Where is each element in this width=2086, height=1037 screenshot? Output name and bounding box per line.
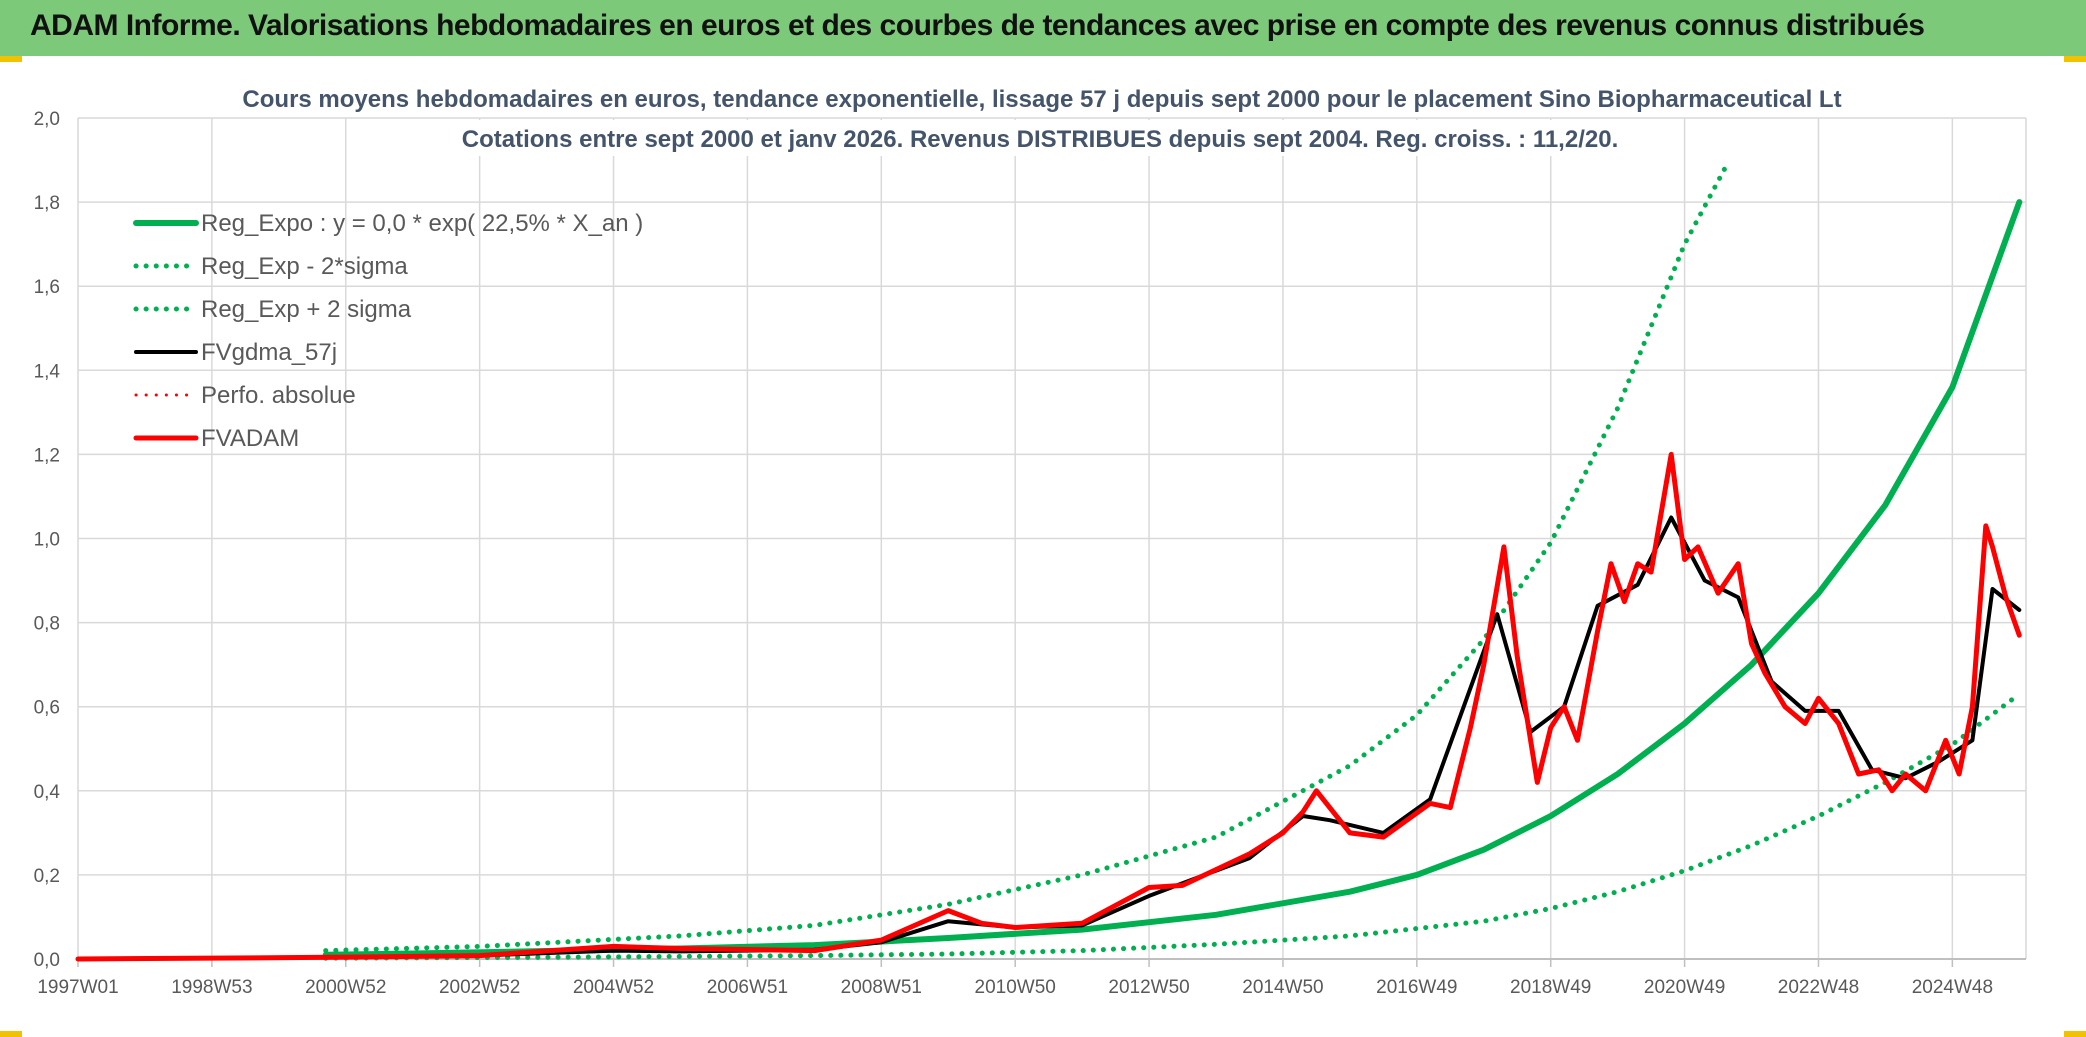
y-tick-label: 1,0 <box>34 530 60 551</box>
y-tick-label: 1,8 <box>34 193 60 214</box>
x-tick-label: 2016W49 <box>1376 977 1457 998</box>
chart-title-line: Cotations entre sept 2000 et janv 2026. … <box>462 126 1618 153</box>
x-tick-label: 2014W50 <box>1242 977 1323 998</box>
x-tick-label: 2024W48 <box>1912 977 1993 998</box>
x-tick-label: 2020W49 <box>1644 977 1725 998</box>
corner-mark-left <box>0 56 22 62</box>
series-line-fvadam <box>75 451 2022 962</box>
chart-title-background <box>232 80 1833 116</box>
legend-label: FVgdma_57j <box>201 339 337 366</box>
y-tick-label: 0,6 <box>34 698 60 719</box>
legend-label: Reg_Expo : y = 0,0 * exp( 22,5% * X_an ) <box>201 210 643 237</box>
header-banner: ADAM Informe. Valorisations hebdomadaire… <box>0 0 2086 56</box>
series-line-reg-exp-2-sigma <box>323 691 2022 961</box>
legend-label: Reg_Exp - 2*sigma <box>201 253 408 280</box>
y-tick-label: 1,4 <box>34 361 61 382</box>
legend-label: FVADAM <box>201 425 299 452</box>
x-tick-label: 2022W48 <box>1778 977 1859 998</box>
y-tick-label: 0,0 <box>34 950 60 971</box>
x-tick-label: 2018W49 <box>1510 977 1591 998</box>
legend-label: Reg_Exp + 2 sigma <box>201 296 412 323</box>
x-tick-label: 2006W51 <box>707 977 788 998</box>
y-tick-label: 0,8 <box>34 614 60 635</box>
x-tick-label: 1997W01 <box>37 977 118 998</box>
x-tick-label: 2010W50 <box>975 977 1056 998</box>
y-tick-label: 0,4 <box>34 782 61 803</box>
corner-mark-right <box>2064 56 2086 62</box>
page-title: ADAM Informe. Valorisations hebdomadaire… <box>30 9 1925 42</box>
x-tick-label: 2004W52 <box>573 977 654 998</box>
y-tick-label: 1,2 <box>34 445 60 466</box>
y-tick-label: 0,2 <box>34 866 60 887</box>
chart-title-line: Cours moyens hebdomadaires en euros, ten… <box>242 86 1841 113</box>
series-line-fvgdma-57j <box>76 515 2022 961</box>
series-line-reg-expo-y-0-0-exp-22-5-x-an <box>322 199 2023 958</box>
x-tick-label: 1998W53 <box>171 977 252 998</box>
chart-title-background <box>451 120 1629 156</box>
trend-chart: 0,0 0,2 0,4 0,6 0,8 1,0 1,2 1,4 1,6 1,8 2,0 1997W01… <box>34 80 2027 998</box>
x-tick-label: 2002W52 <box>439 977 520 998</box>
x-tick-label: 2000W52 <box>305 977 386 998</box>
chart-area: 0,0 0,2 0,4 0,6 0,8 1,0 1,2 1,4 1,6 1,8 2,0 1997W01… <box>0 56 2086 1037</box>
corner-mark-bottom-right <box>2064 1031 2086 1037</box>
x-tick-label: 2012W50 <box>1108 977 1189 998</box>
corner-mark-bottom-left <box>0 1031 22 1037</box>
y-tick-label: 2,0 <box>34 109 60 130</box>
legend-label: Perfo. absolue <box>201 382 356 409</box>
y-tick-label: 1,6 <box>34 277 60 298</box>
x-tick-label: 2008W51 <box>841 977 922 998</box>
